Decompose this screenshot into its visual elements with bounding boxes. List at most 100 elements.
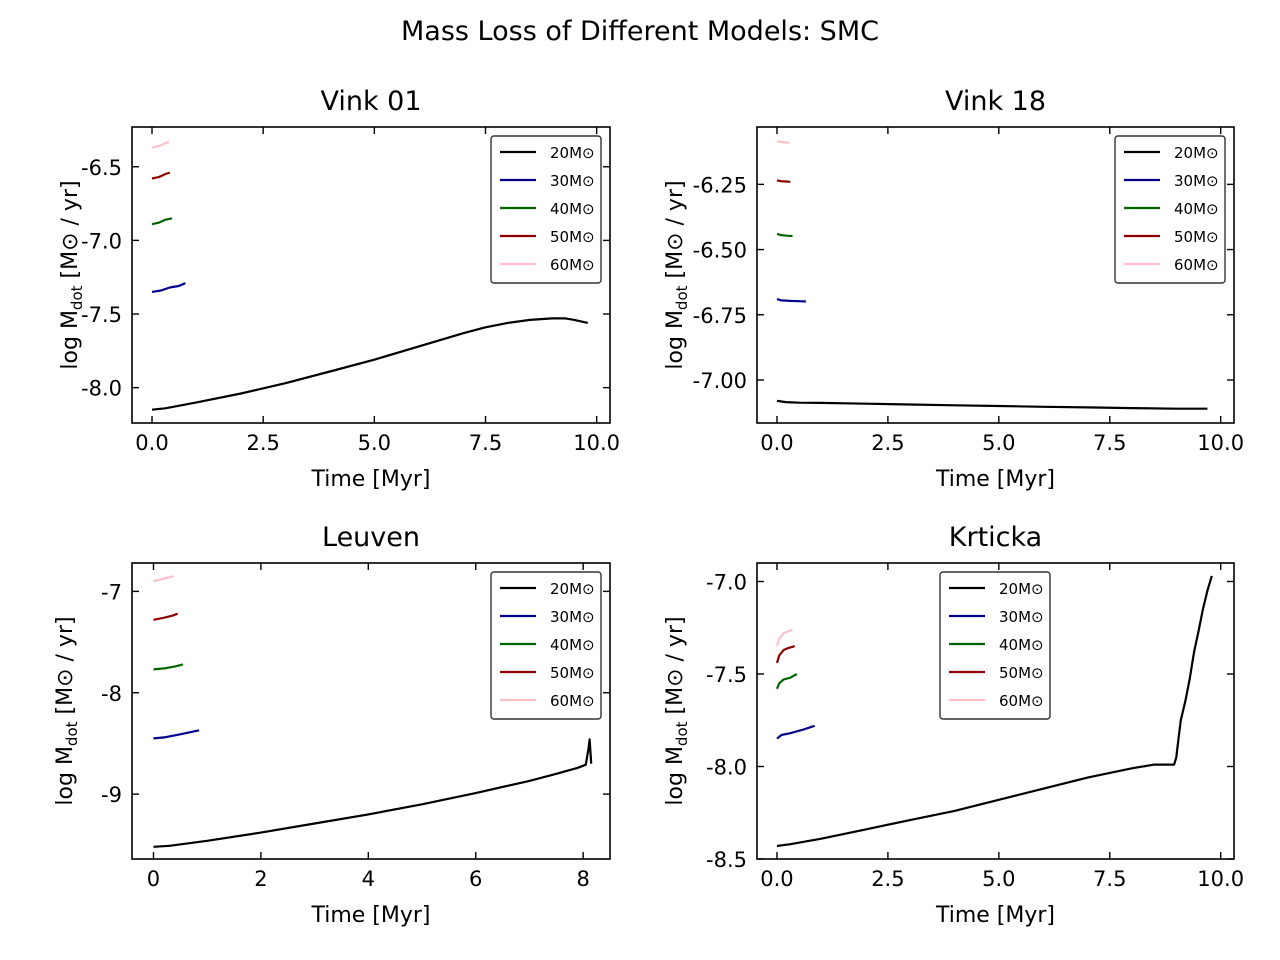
series-line-1	[776, 399, 1208, 410]
legend-box	[490, 135, 602, 284]
legend-label: 60M⊙	[550, 692, 595, 710]
y-axis-label: log Mdot [M⊙ / yr]	[53, 616, 81, 805]
legend-label: 50M⊙	[1174, 228, 1219, 246]
axes-frame	[756, 126, 1235, 424]
x-tick-label: 7.5	[1093, 867, 1126, 891]
y-axis-label: log Mdot [M⊙ / yr]	[663, 616, 691, 805]
x-tick-label: 5.0	[982, 431, 1015, 455]
legend-label: 30M⊙	[1174, 172, 1219, 190]
axes-frame	[131, 126, 611, 424]
legend: 20M⊙ 30M⊙ 40M⊙ 50M⊙ 60M⊙	[939, 571, 1051, 720]
y-tick-label: -6.5	[81, 156, 122, 180]
legend: 20M⊙ 30M⊙ 40M⊙ 50M⊙ 60M⊙	[1114, 135, 1226, 284]
legend-label: 40M⊙	[1174, 200, 1219, 218]
x-tick-label: 4	[362, 867, 375, 891]
legend-label: 40M⊙	[550, 200, 595, 218]
x-tick-label: 2.5	[246, 431, 279, 455]
legend-label: 40M⊙	[999, 636, 1044, 654]
series-line-5	[153, 575, 175, 583]
y-tick-label: -9	[101, 783, 122, 807]
y-tick-label: -7.0	[81, 229, 122, 253]
series-line-5	[151, 140, 170, 149]
x-tick-label: 7.5	[1093, 431, 1126, 455]
series-line-2	[151, 282, 186, 293]
subplot-2: Vink 18 0.0 2.5 5.0 7.5 10.0 -7.00 -6.75 -6.50 -6…	[663, 86, 1244, 492]
subplot-title: Leuven	[322, 522, 420, 553]
x-tick-label: 6	[469, 867, 482, 891]
legend-label: 50M⊙	[550, 228, 595, 246]
legend-label: 50M⊙	[550, 664, 595, 682]
x-tick-label: 10.0	[1197, 867, 1244, 891]
series-line-3	[776, 232, 793, 238]
x-tick-label: 8	[576, 867, 589, 891]
series-line-2	[153, 729, 200, 740]
series-line-5	[776, 140, 790, 144]
subplot-title: Vink 01	[320, 86, 421, 117]
y-tick-label: -6.75	[693, 304, 747, 328]
series-line-4	[153, 612, 179, 621]
x-tick-label: 5.0	[982, 867, 1015, 891]
legend-label: 50M⊙	[999, 664, 1044, 682]
series-line-4	[775, 645, 796, 664]
legend-label: 60M⊙	[1174, 256, 1219, 274]
y-tick-label: -7	[101, 580, 122, 604]
y-tick-label: -6.50	[693, 239, 747, 263]
y-axis-label: log Mdot [M⊙ / yr]	[663, 180, 691, 369]
x-axis-label: Time [Myr]	[310, 467, 430, 492]
series-line-3	[153, 663, 184, 671]
y-tick-label: -7.5	[81, 303, 122, 327]
x-axis-label: Time [Myr]	[310, 903, 430, 928]
legend-label: 30M⊙	[999, 608, 1044, 626]
legend-label: 60M⊙	[999, 692, 1044, 710]
subplot-title: Krticka	[949, 522, 1042, 553]
x-tick-label: 2.5	[871, 867, 904, 891]
legend-box	[939, 571, 1051, 720]
series-line-3	[151, 217, 173, 226]
legend-label: 30M⊙	[550, 172, 595, 190]
subplot-1: Vink 01 0.0 2.5 5.0 7.5 10.0 -8.0 -7.5 -7.0 -6.5 T…	[58, 86, 620, 492]
x-tick-label: 2	[254, 867, 267, 891]
x-axis-label: Time [Myr]	[935, 467, 1055, 492]
series-line-1	[151, 317, 589, 411]
x-tick-label: 2.5	[871, 431, 904, 455]
axes-frame	[756, 562, 1235, 860]
y-tick-label: -7.0	[706, 571, 747, 595]
subplot-3: Leuven 0 2 4 6 8 -9 -8 -7 Time [Myr] log Mdot [M⊙ …	[53, 522, 611, 928]
y-tick-label: -8.5	[706, 848, 747, 872]
subplot-4: Krticka 0.0 2.5 5.0 7.5 10.0 -8.5 -8.0 -7.5 -7.0 T…	[663, 522, 1244, 928]
series-line-1	[153, 738, 593, 848]
series-line-4	[776, 179, 791, 183]
y-tick-label: -6.25	[693, 173, 747, 197]
x-tick-label: 0	[147, 867, 160, 891]
y-axis-label: log Mdot [M⊙ / yr]	[58, 180, 86, 369]
legend-label: 20M⊙	[999, 580, 1044, 598]
legend-label: 20M⊙	[550, 144, 595, 162]
legend-label: 30M⊙	[550, 608, 595, 626]
legend-label: 20M⊙	[550, 580, 595, 598]
y-tick-label: -7.5	[706, 663, 747, 687]
x-tick-label: 0.0	[135, 431, 168, 455]
series-line-1	[776, 575, 1213, 848]
x-tick-label: 10.0	[1197, 431, 1244, 455]
x-tick-label: 5.0	[358, 431, 391, 455]
legend-label: 60M⊙	[550, 256, 595, 274]
legend: 20M⊙ 30M⊙ 40M⊙ 50M⊙ 60M⊙	[490, 135, 602, 284]
subplot-title: Vink 18	[945, 86, 1046, 117]
y-tick-label: -7.00	[693, 369, 747, 393]
legend-label: 20M⊙	[1174, 144, 1219, 162]
x-tick-label: 0.0	[760, 431, 793, 455]
legend-label: 40M⊙	[550, 636, 595, 654]
x-tick-label: 10.0	[573, 431, 620, 455]
series-line-5	[775, 628, 793, 647]
x-axis-label: Time [Myr]	[935, 903, 1055, 928]
axes-frame	[131, 562, 611, 860]
figure-title: Mass Loss of Different Models: SMC	[401, 16, 879, 47]
y-tick-label: -8	[101, 682, 122, 706]
legend-box	[490, 571, 602, 720]
y-tick-label: -8.0	[706, 756, 747, 780]
series-line-2	[776, 298, 806, 303]
x-tick-label: 0.0	[760, 867, 793, 891]
y-tick-label: -8.0	[81, 377, 122, 401]
x-tick-label: 7.5	[469, 431, 502, 455]
